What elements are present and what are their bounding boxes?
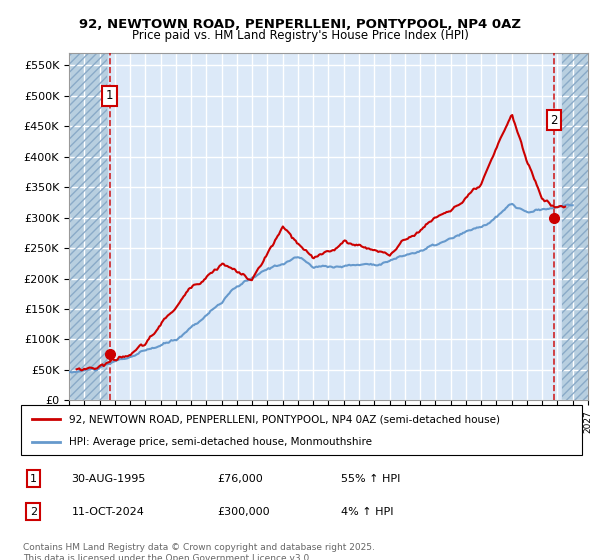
Text: 30-AUG-1995: 30-AUG-1995 xyxy=(71,474,146,484)
Text: 55% ↑ HPI: 55% ↑ HPI xyxy=(341,474,400,484)
Text: HPI: Average price, semi-detached house, Monmouthshire: HPI: Average price, semi-detached house,… xyxy=(68,437,371,447)
Text: £76,000: £76,000 xyxy=(217,474,263,484)
Text: 2: 2 xyxy=(550,114,558,127)
Text: 92, NEWTOWN ROAD, PENPERLLENI, PONTYPOOL, NP4 0AZ: 92, NEWTOWN ROAD, PENPERLLENI, PONTYPOOL… xyxy=(79,18,521,31)
Text: 1: 1 xyxy=(106,90,113,102)
Text: 92, NEWTOWN ROAD, PENPERLLENI, PONTYPOOL, NP4 0AZ (semi-detached house): 92, NEWTOWN ROAD, PENPERLLENI, PONTYPOOL… xyxy=(68,414,500,424)
Text: Price paid vs. HM Land Registry's House Price Index (HPI): Price paid vs. HM Land Registry's House … xyxy=(131,29,469,42)
Text: 2: 2 xyxy=(30,507,37,517)
Bar xyxy=(562,53,588,400)
Text: 11-OCT-2024: 11-OCT-2024 xyxy=(71,507,145,517)
Text: Contains HM Land Registry data © Crown copyright and database right 2025.
This d: Contains HM Land Registry data © Crown c… xyxy=(23,543,374,560)
Text: 1: 1 xyxy=(30,474,37,484)
Text: 4% ↑ HPI: 4% ↑ HPI xyxy=(341,507,393,517)
Bar xyxy=(69,53,107,400)
Text: £300,000: £300,000 xyxy=(217,507,270,517)
